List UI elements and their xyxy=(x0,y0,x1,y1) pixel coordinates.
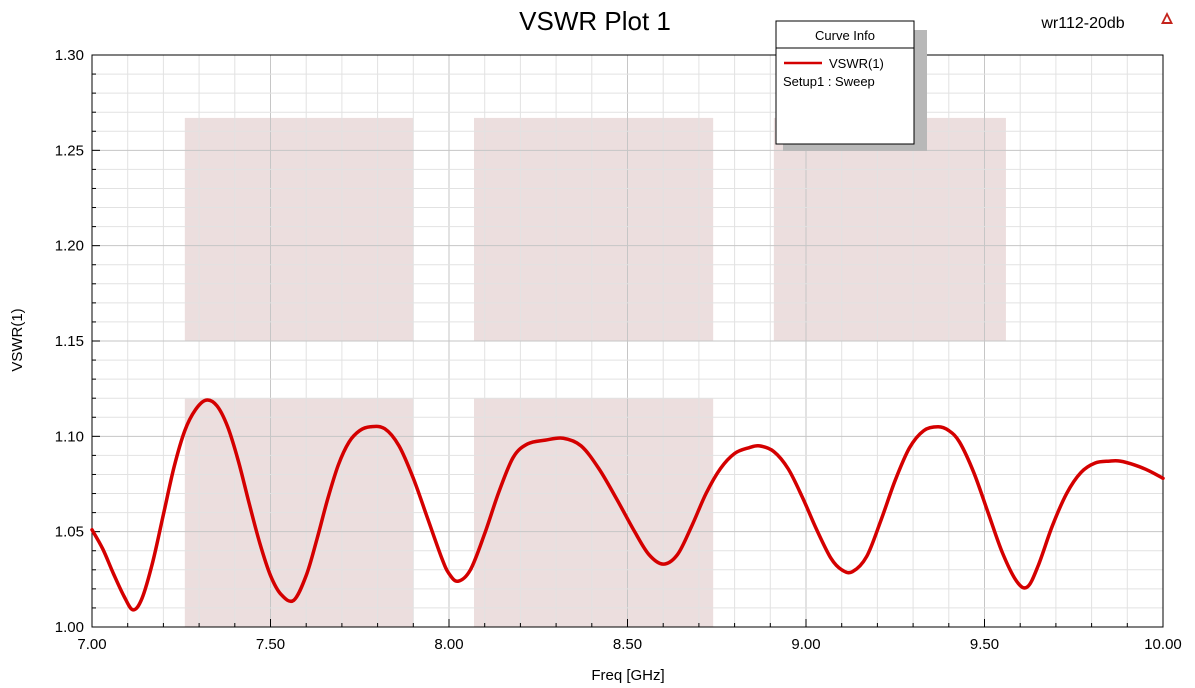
x-axis-label: Freq [GHz] xyxy=(591,667,664,684)
x-tick-label: 7.00 xyxy=(77,636,106,653)
project-label: wr112-20db xyxy=(1040,15,1124,32)
y-tick-label: 1.30 xyxy=(55,47,84,64)
series-line-vswr1 xyxy=(90,398,1165,612)
x-tick-label: 8.50 xyxy=(613,636,642,653)
y-tick-label: 1.05 xyxy=(55,524,84,541)
x-tick-label: 7.50 xyxy=(256,636,285,653)
legend-title: Curve Info xyxy=(815,28,875,43)
shaded-region xyxy=(473,117,714,341)
y-tick-label: 1.20 xyxy=(55,238,84,255)
series-layer xyxy=(90,398,1165,612)
y-axis-label: VSWR(1) xyxy=(9,308,26,371)
x-tick-label: 9.00 xyxy=(791,636,820,653)
y-tick-label: 1.15 xyxy=(55,333,84,350)
x-tick-label: 10.00 xyxy=(1144,636,1182,653)
legend-entry-sub: Setup1 : Sweep xyxy=(783,74,875,89)
y-tick-label: 1.00 xyxy=(55,619,84,636)
axis-ticks: 7.00 7.50 8.00 8.50 9.00 9.50 10.00 1.00 1.05 1.1… xyxy=(55,47,1182,653)
legend-entry-name: VSWR(1) xyxy=(829,56,884,71)
shaded-region xyxy=(184,117,414,341)
legend-box[interactable]: Curve Info VSWR(1) Setup1 : Sweep xyxy=(775,20,927,151)
y-tick-label: 1.25 xyxy=(55,142,84,159)
shaded-region xyxy=(773,117,1006,341)
x-tick-label: 8.00 xyxy=(434,636,463,653)
chart-title: VSWR Plot 1 xyxy=(519,6,671,36)
legend-frame xyxy=(775,20,915,145)
x-tick-label: 9.50 xyxy=(970,636,999,653)
y-tick-label: 1.10 xyxy=(55,428,84,445)
logo-icon xyxy=(1161,12,1173,24)
